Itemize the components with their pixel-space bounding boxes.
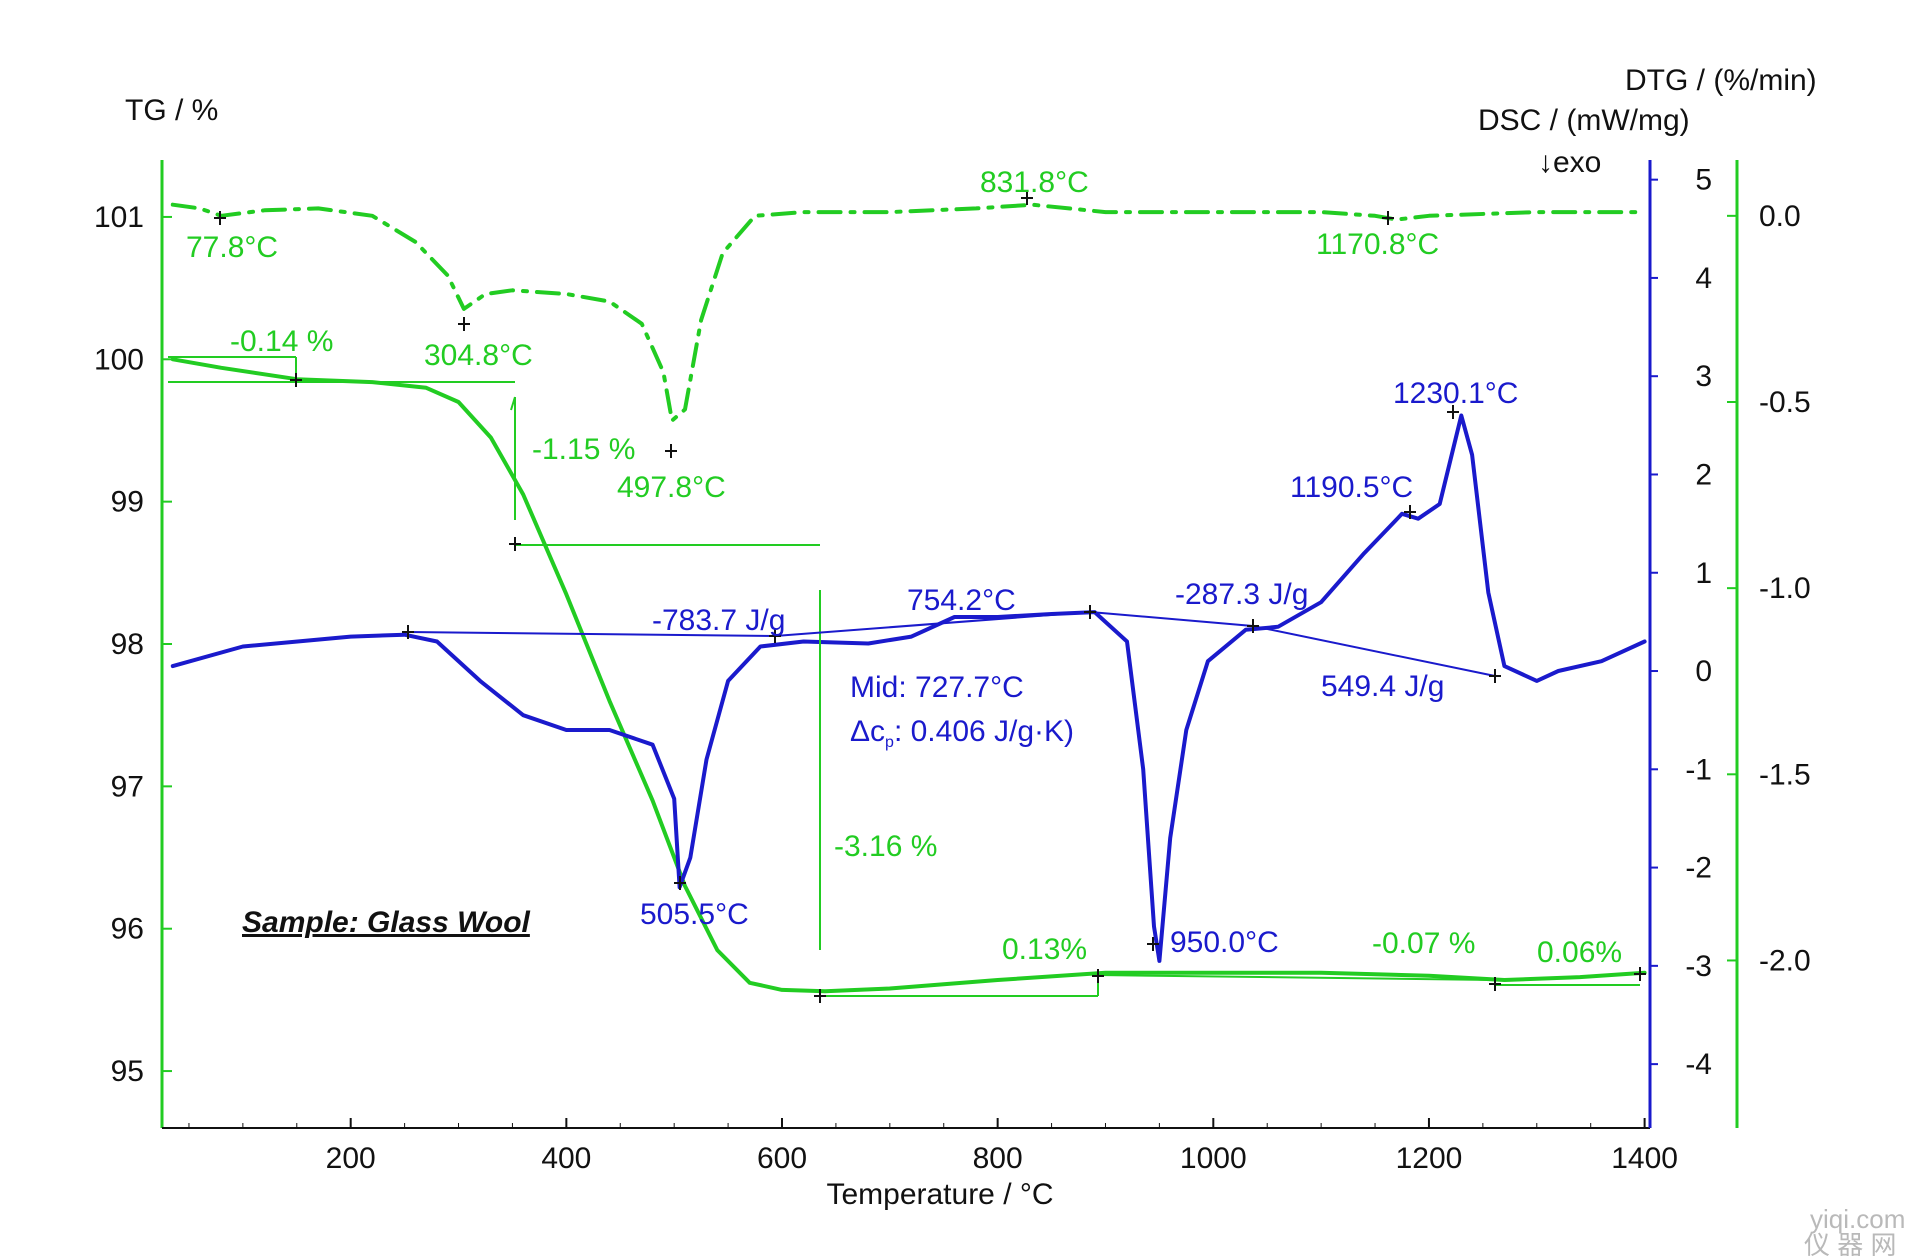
- tg-tick-label-100: 100: [94, 343, 144, 376]
- axes-group: 200 400 600 800 1000 1200 14009596979899100101…: [94, 160, 1811, 1175]
- tg-step-1: -0.14 %: [230, 325, 333, 358]
- tg-annotations: -0.14 % -1.15 % -3.16 % 0.13% -0.07 % 0.…: [230, 325, 1622, 969]
- watermark-line1: yiqi.com: [1810, 1204, 1905, 1234]
- dsc-annotations: 505.5°C -783.7 J/g 754.2°C Mid: 727.7°C …: [640, 377, 1518, 959]
- exo-label: ↓exo: [1538, 146, 1601, 179]
- dtg-peak-77: 77.8°C: [186, 231, 278, 264]
- dsc-area-2: -287.3 J/g: [1175, 578, 1308, 611]
- tg-curve: [170, 357, 1647, 994]
- sample-label: Sample: Glass Wool: [242, 906, 531, 939]
- tg-axis-title: TG / %: [125, 94, 218, 127]
- dtg-peak-497: 497.8°C: [617, 471, 726, 504]
- annotation-marks: [168, 191, 1646, 1003]
- dsc-glass-mid: Mid: 727.7°C: [850, 671, 1024, 704]
- tg-step-2: -1.15 %: [532, 433, 635, 466]
- tg-arrow-2: [510, 396, 516, 411]
- tg-tick-label-96: 96: [111, 913, 144, 946]
- watermark-line2: 仪 器 网: [1804, 1230, 1896, 1256]
- dsc-tick-label-4: 4: [1695, 262, 1712, 295]
- dsc-tick-label-1: 1: [1695, 557, 1712, 590]
- dsc-tick-label-3: 3: [1695, 360, 1712, 393]
- dtg-tick-label--2.0: -2.0: [1759, 944, 1811, 977]
- tg-step-3: -3.16 %: [834, 830, 937, 863]
- dsc-baseline-1: [407, 631, 776, 637]
- dsc-baseline-2: [774, 611, 1091, 637]
- dsc-tick-label--1: -1: [1685, 753, 1712, 786]
- dsc-baseline-4: [1252, 625, 1496, 677]
- dsc-tick-label--3: -3: [1685, 950, 1712, 983]
- dsc-peak-505: 505.5°C: [640, 898, 749, 931]
- dtg-axis-title: DTG / (%/min): [1625, 64, 1817, 97]
- tg-tick-label-95: 95: [111, 1055, 144, 1088]
- dtg-tick-label--1.0: -1.0: [1759, 572, 1811, 605]
- dsc-area-3: 549.4 J/g: [1321, 670, 1444, 703]
- dsc-tick-label--4: -4: [1685, 1048, 1712, 1081]
- dtg-tick-label--0.5: -0.5: [1759, 386, 1811, 419]
- x-tick-label-200: 200: [326, 1142, 376, 1175]
- x-tick-label-1200: 1200: [1396, 1142, 1463, 1175]
- x-tick-label-600: 600: [757, 1142, 807, 1175]
- dtg-peak-831: 831.8°C: [980, 166, 1089, 199]
- tg-tick-label-98: 98: [111, 628, 144, 661]
- tg-step-5: -0.07 %: [1372, 927, 1475, 960]
- x-tick-label-400: 400: [541, 1142, 591, 1175]
- dsc-tick-label-0: 0: [1695, 655, 1712, 688]
- tg-tick-label-97: 97: [111, 770, 144, 803]
- dsc-tick-label--2: -2: [1685, 852, 1712, 885]
- dsc-tick-label-2: 2: [1695, 458, 1712, 491]
- x-tick-label-800: 800: [973, 1142, 1023, 1175]
- dtg-annotations: 77.8°C 304.8°C 497.8°C 831.8°C 1170.8°C: [186, 166, 1439, 504]
- dtg-tick-label--1.5: -1.5: [1759, 758, 1811, 791]
- tg-tick-label-101: 101: [94, 201, 144, 234]
- dsc-glass-dcp: Δcp: 0.406 J/g·K): [850, 715, 1074, 751]
- x-tick-label-1000: 1000: [1180, 1142, 1247, 1175]
- tg-step-6: 0.06%: [1537, 936, 1622, 969]
- dsc-peak-950: 950.0°C: [1170, 926, 1279, 959]
- x-tick-label-1400: 1400: [1611, 1142, 1678, 1175]
- tg-guide-5a: [1097, 974, 1496, 981]
- dsc-peak-1190: 1190.5°C: [1290, 471, 1413, 504]
- tg-step-4: 0.13%: [1002, 933, 1087, 966]
- tg-tick-label-99: 99: [111, 486, 144, 519]
- dsc-tick-label-5: 5: [1695, 164, 1712, 197]
- dtg-tick-label-0.0: 0.0: [1759, 200, 1801, 233]
- dtg-peak-304: 304.8°C: [424, 339, 533, 372]
- dsc-area-1: -783.7 J/g: [652, 604, 785, 637]
- dsc-baseline-3: [1089, 611, 1254, 627]
- x-axis-title: Temperature / °C: [826, 1178, 1053, 1211]
- dtg-peak-1170: 1170.8°C: [1316, 228, 1439, 261]
- dsc-peak-754: 754.2°C: [907, 584, 1016, 617]
- dsc-peak-1230: 1230.1°C: [1393, 377, 1518, 410]
- dsc-axis-title: DSC / (mW/mg): [1478, 104, 1690, 137]
